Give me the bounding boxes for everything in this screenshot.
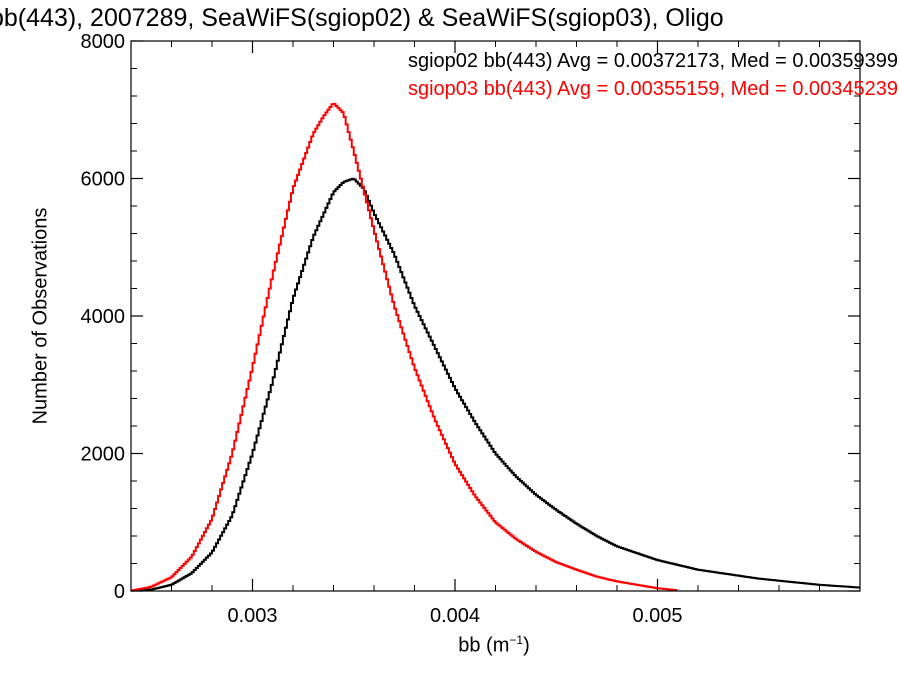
y-tick-label: 0 xyxy=(114,581,125,603)
x-axis-label-end: ) xyxy=(523,634,530,657)
y-tick-label: 8000 xyxy=(81,31,126,53)
y-tick-label: 2000 xyxy=(81,444,126,466)
plot-frame xyxy=(130,40,861,592)
series-line-sgiop03 xyxy=(131,102,678,592)
x-tick-label: 0.003 xyxy=(227,605,277,627)
x-tick-label: 0.004 xyxy=(430,605,480,627)
legend-entry-sgiop02: sgiop02 bb(443) Avg = 0.00372173, Med = … xyxy=(407,50,898,72)
legend-entry-sgiop03: sgiop03 bb(443) Avg = 0.00355159, Med = … xyxy=(407,78,898,100)
series-line-sgiop02 xyxy=(131,177,860,592)
x-axis-label-exponent: −1 xyxy=(509,633,524,647)
chart-title: bb(443), 2007289, SeaWiFS(sgiop02) & Sea… xyxy=(0,4,724,32)
y-tick-label: 6000 xyxy=(81,169,126,191)
x-axis-label-base: bb (m xyxy=(458,634,510,657)
y-tick-label: 4000 xyxy=(81,306,126,328)
y-axis-label: Number of Observations xyxy=(29,207,52,425)
x-tick-label: 0.005 xyxy=(632,605,682,627)
x-axis-label: bb (m−1) xyxy=(458,633,529,658)
